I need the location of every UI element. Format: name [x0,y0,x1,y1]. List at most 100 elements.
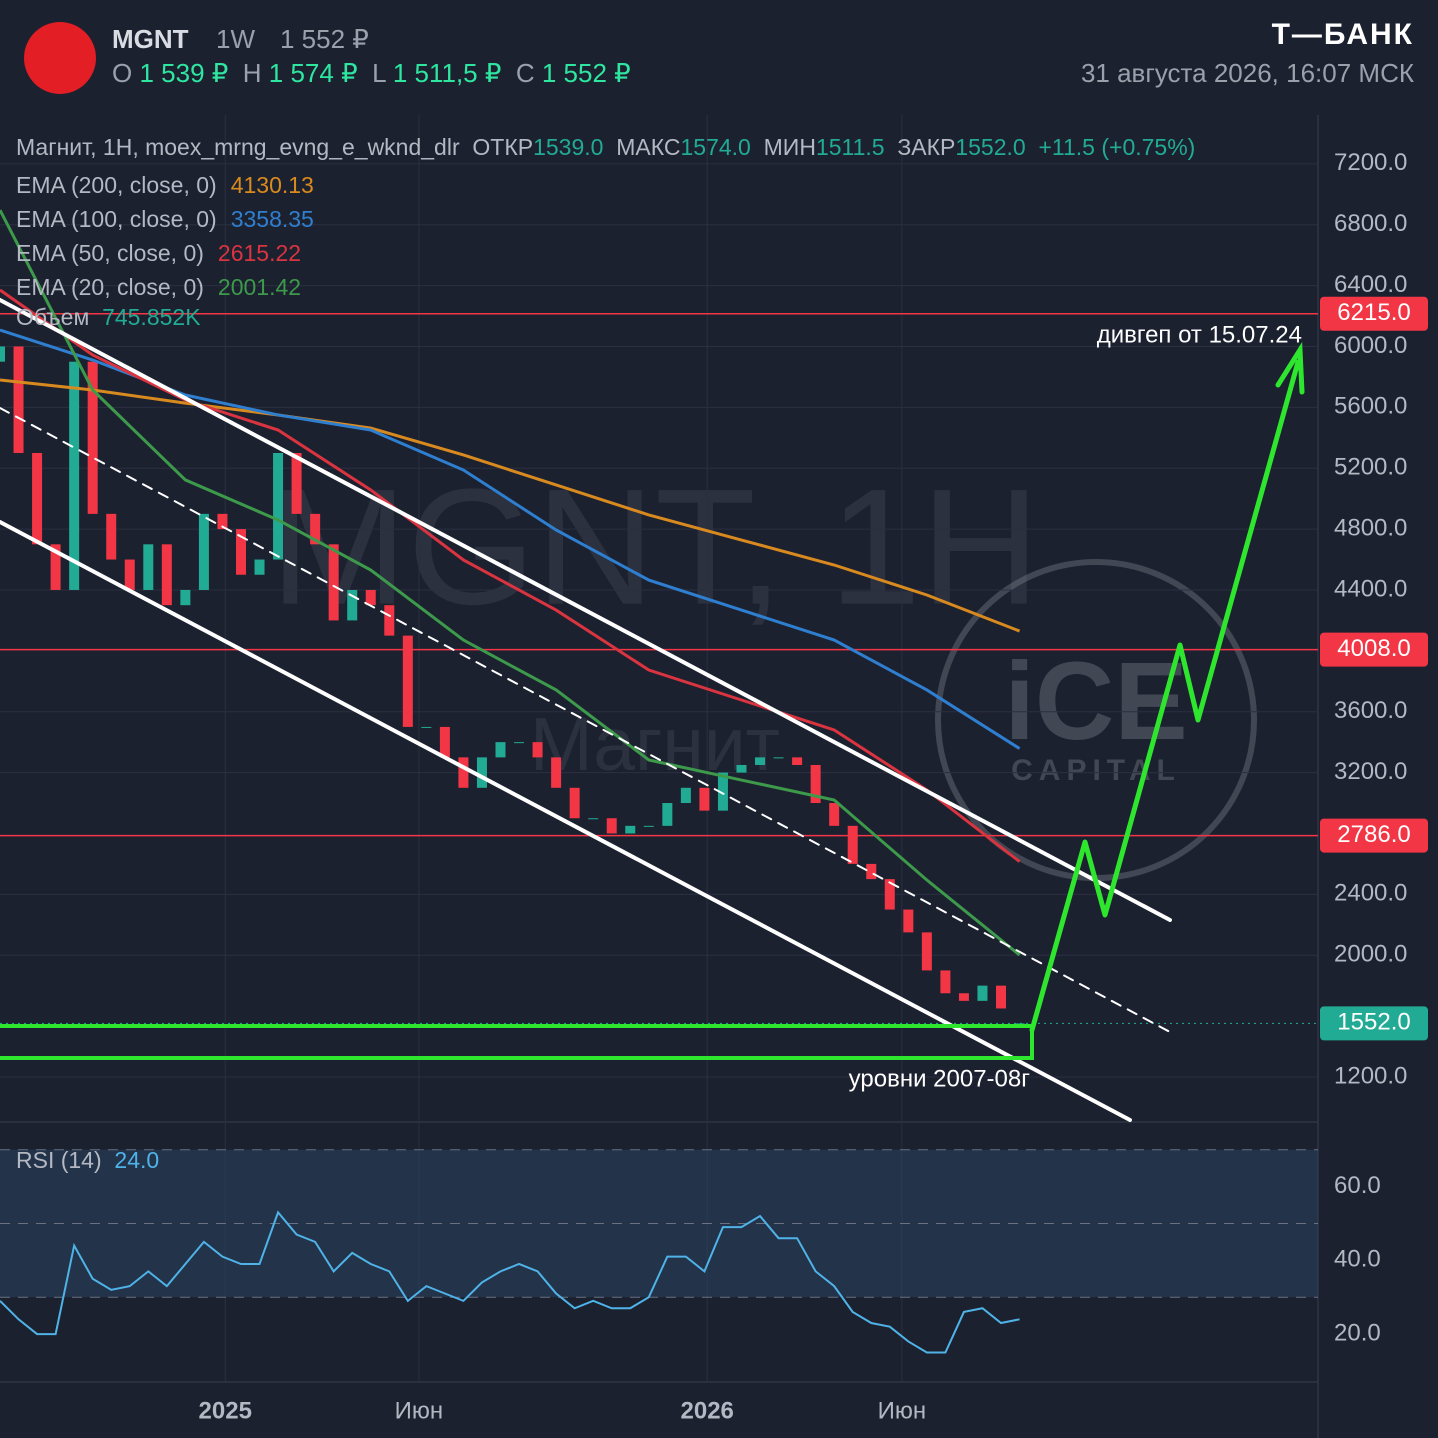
y-tick-label: 7200.0 [1334,149,1407,176]
value: 1511.5 [815,134,885,160]
x-tick-label: 2026 [681,1397,734,1424]
candle-body [273,453,284,560]
candle-body [347,589,358,621]
candle-body [254,559,265,575]
label: МАКС [616,134,681,160]
price-tag [1320,818,1428,853]
candle-body [717,772,728,811]
candle-body [773,757,784,759]
x-tick-label: 2025 [199,1397,252,1424]
rsi-tick-label: 60.0 [1334,1172,1381,1199]
legend-value: 2001.42 [217,274,302,300]
candle-body [310,513,321,545]
logo-text: iCE [1004,640,1187,763]
legend-volume: Объем 745.852K [16,304,201,331]
price-tag-label: 2786.0 [1337,821,1410,848]
channel-upper [0,298,1172,922]
rsi-tick-label: 20.0 [1334,1319,1381,1346]
label: ЗАКР [897,134,956,160]
candle-body [903,909,914,933]
logo-subtext: CAPITAL [1011,754,1181,787]
candle-body [458,757,469,788]
candle-body [87,361,98,514]
candle-body [625,825,636,834]
legend-symbol: Магнит, 1H, moex_mrng_evng_e_wknd_dlr ОТ… [16,134,1195,161]
candle-body [106,513,117,560]
forecast-arrowhead [1275,341,1305,395]
change: +11.5 (+0.75%) [1038,134,1196,160]
value: 1539.0 [533,134,604,160]
legend-name: EMA (200, close, 0) [16,172,217,198]
candle-body [13,346,24,454]
datetime: 31 августа 2026, 16:07 МСК [1080,58,1414,88]
label: O [112,58,133,88]
candle-body [161,544,172,606]
annotation: дивгеп от 15.07.24 [1097,321,1302,348]
legend-name: EMA (50, close, 0) [16,240,204,266]
legend-value: 2615.22 [217,240,302,266]
legend-name: EMA (100, close, 0) [16,206,217,232]
value: 1 511,5 ₽ [392,58,502,88]
candle-body [495,742,506,758]
candle-body [50,544,61,590]
channel-lower [0,520,1132,1122]
watermark: MGNT, 1H Магнит [270,455,1040,786]
value: 745.852K [102,304,201,330]
channel-mid [0,407,1171,1033]
candle-body [532,742,543,758]
candle-body [32,453,43,545]
legend-value: 3358.35 [230,206,314,232]
label: L [372,58,386,88]
price-tag [1320,1006,1428,1041]
candle-body [514,742,525,744]
marks [0,209,1318,1354]
label: Объем [16,304,90,330]
ema-line [0,288,1021,863]
value: 1574.0 [680,134,751,160]
price-tag-label: 1552.0 [1337,1009,1410,1036]
candle-body [588,818,599,820]
rsi-legend: RSI (14) 24.0 [16,1147,159,1174]
symbol: Магнит, 1H, moex_mrng_evng_e_wknd_dlr [16,134,460,160]
candle-body [124,559,135,590]
ohlc: O 1 539 ₽ H 1 574 ₽ L 1 511,5 ₽ C 1 552 … [112,58,631,89]
ema-line [0,378,1021,633]
y-tick-label: 3600.0 [1334,697,1407,724]
candle-body [643,825,654,827]
value: 24.0 [114,1147,160,1173]
candle-body [235,529,246,575]
y-tick-label: 6400.0 [1334,271,1407,298]
candle-body [829,803,840,826]
price-axis: 2025 Июн 2026 Июн 7200.0 6800.0 6400.0 6000.0 56… [199,149,1428,1424]
legend: EMA (200, close, 0) 4130.13 EMA (100, clos… [16,168,314,304]
brand: Т—БАНК [1271,18,1414,51]
label: C [515,58,535,88]
y-tick-label: 5200.0 [1334,454,1407,481]
support-zone [0,1024,1034,1060]
x-tick-label: Июн [395,1397,444,1424]
candle-body [476,757,487,788]
candle-body [143,544,154,590]
candle-body [996,985,1007,1009]
candle-body [606,818,617,834]
rsi-tick-label: 40.0 [1334,1246,1381,1273]
candle-body [402,635,413,727]
x-tick-label: Июн [878,1397,927,1424]
legend-item: EMA (20, close, 0) 2001.42 [16,270,314,304]
ema-line [0,209,1021,957]
candle-body [755,757,766,765]
candle-body [384,605,395,636]
interval: 1W [216,24,255,54]
candle-body [977,985,988,1001]
candle-body [921,932,932,971]
price-tag-label: 4008.0 [1337,635,1410,662]
watermark-main: MGNT, 1H [270,455,1040,639]
candle-body [69,361,80,590]
price-tag [1320,632,1428,667]
legend-item: EMA (200, close, 0) 4130.13 [16,168,314,202]
label: RSI (14) [16,1147,102,1173]
y-tick-label: 1200.0 [1334,1062,1407,1089]
candle-body [569,787,580,819]
price: 1 552 ₽ [280,24,369,54]
